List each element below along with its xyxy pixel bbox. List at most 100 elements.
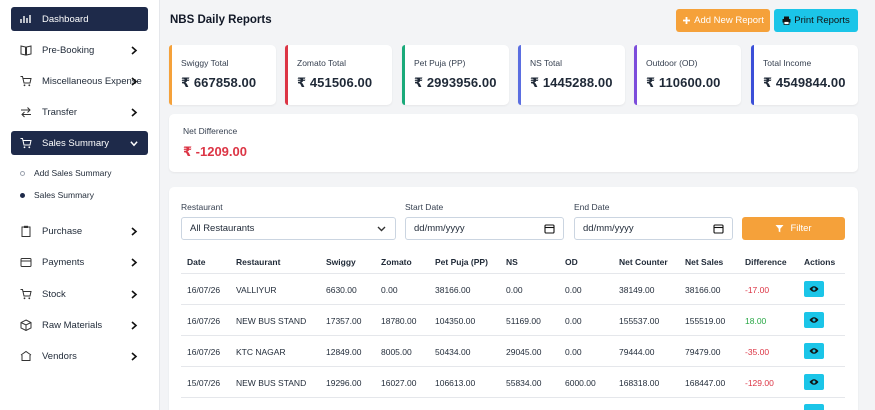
sidebar-item-vendors[interactable]: Vendors xyxy=(11,344,148,368)
sidebar-item-stock[interactable]: Stock xyxy=(11,282,148,306)
wallet-icon xyxy=(19,255,33,269)
restaurant-label: Restaurant xyxy=(181,202,223,212)
cell-date: 16/07/26 xyxy=(187,347,221,357)
column-header-swiggy[interactable]: Swiggy xyxy=(326,257,356,267)
sidebar-item-label: Payments xyxy=(42,256,85,268)
stat-label: Total Income xyxy=(763,58,812,68)
cell-zomato: 8005.00 xyxy=(381,347,412,357)
transfer-icon xyxy=(19,105,33,119)
plus-icon xyxy=(683,17,691,24)
chevron-down-icon xyxy=(376,223,388,235)
filter-label: Filter xyxy=(790,223,812,234)
cell-ns: 29045.00 xyxy=(506,347,542,357)
view-button[interactable] xyxy=(804,374,824,390)
stat-card-total-income: Total Income ₹ 4549844.00 xyxy=(751,45,858,105)
vendor-icon xyxy=(19,349,33,363)
sidebar-item-purchase[interactable]: Purchase xyxy=(11,219,148,243)
column-header-actions: Actions xyxy=(804,257,836,267)
chevron-right-icon xyxy=(129,288,139,300)
sidebar-item-label: Dashboard xyxy=(42,13,89,25)
cell-net-sales: 168447.00 xyxy=(685,378,726,388)
view-button[interactable] xyxy=(804,281,824,297)
cell-net-counter: 79444.00 xyxy=(619,347,655,357)
sidebar-item-label: Vendors xyxy=(42,350,77,362)
cell-swiggy: 17357.00 xyxy=(326,316,362,326)
print-reports-button[interactable]: Print Reports xyxy=(774,9,858,32)
sidebar-item-label: Stock xyxy=(42,288,66,300)
printer-icon xyxy=(782,16,791,25)
column-header-date[interactable]: Date xyxy=(187,257,206,267)
sub-item-sales-summary[interactable]: Sales Summary xyxy=(20,190,94,200)
cell-pet-puja: 50434.00 xyxy=(435,347,471,357)
chevron-right-icon xyxy=(129,75,139,87)
bullet-icon xyxy=(20,170,25,176)
cart-icon xyxy=(19,74,33,88)
eye-icon xyxy=(809,379,819,385)
stat-card-outdoor: Outdoor (OD) ₹ 110600.00 xyxy=(634,45,741,105)
restaurant-select-value: All Restaurants xyxy=(190,223,255,234)
cell-difference: -17.00 xyxy=(745,285,770,295)
net-difference-card: Net Difference ₹ -1209.00 xyxy=(169,114,858,172)
cell-pet-puja: 106613.00 xyxy=(435,378,476,388)
view-button[interactable] xyxy=(804,312,824,328)
sidebar-item-miscellaneous-expense[interactable]: Miscellaneous Expense xyxy=(11,69,148,93)
add-new-report-button[interactable]: Add New Report xyxy=(676,9,770,32)
column-header-pet-puja[interactable]: Pet Puja (PP) xyxy=(435,257,488,267)
chevron-right-icon xyxy=(129,44,139,56)
sidebar-item-label: Pre-Booking xyxy=(42,44,95,56)
sidebar-item-payments[interactable]: Payments xyxy=(11,250,148,274)
cell-difference: -35.00 xyxy=(745,347,770,357)
filter-button[interactable]: Filter xyxy=(742,217,845,240)
sidebar-item-sales-summary[interactable]: Sales Summary xyxy=(11,131,148,155)
stat-value: ₹ 667858.00 xyxy=(181,75,257,90)
print-reports-label: Print Reports xyxy=(794,15,850,26)
sidebar-item-dashboard[interactable]: Dashboard xyxy=(11,7,148,31)
cell-ns: 0.00 xyxy=(506,285,523,295)
cell-date: 15/07/26 xyxy=(187,378,221,388)
sidebar-item-label: Miscellaneous Expense xyxy=(42,75,142,87)
stat-card-zomato: Zomato Total ₹ 451506.00 xyxy=(285,45,392,105)
column-header-difference[interactable]: Difference xyxy=(745,257,787,267)
column-header-ns[interactable]: NS xyxy=(506,257,518,267)
column-header-net-sales[interactable]: Net Sales xyxy=(685,257,724,267)
sidebar-item-label: Purchase xyxy=(42,225,83,237)
cell-swiggy: 19296.00 xyxy=(326,378,362,388)
stat-card-swiggy: Swiggy Total ₹ 667858.00 xyxy=(169,45,276,105)
sidebar-item-label: Sales Summary xyxy=(42,137,110,149)
card-accent xyxy=(751,45,754,105)
net-difference-label: Net Difference xyxy=(183,126,238,136)
table-divider xyxy=(181,273,845,274)
sub-item-add-sales-summary[interactable]: Add Sales Summary xyxy=(20,168,111,178)
view-button[interactable] xyxy=(804,343,824,359)
calendar-icon[interactable] xyxy=(713,223,725,235)
cell-restaurant: KTC NAGAR xyxy=(236,347,286,357)
calendar-icon[interactable] xyxy=(544,223,556,235)
cell-od: 0.00 xyxy=(565,285,582,295)
sidebar: Dashboard Pre-Booking Miscellaneous Expe… xyxy=(0,0,160,410)
restaurant-select[interactable]: All Restaurants xyxy=(181,217,396,240)
table-divider xyxy=(181,366,845,367)
end-date-placeholder: dd/mm/yyyy xyxy=(583,223,634,234)
start-date-input[interactable]: dd/mm/yyyy xyxy=(405,217,564,240)
cell-od: 0.00 xyxy=(565,347,582,357)
cell-zomato: 16027.00 xyxy=(381,378,417,388)
cell-zomato: 0.00 xyxy=(381,285,398,295)
cell-od: 6000.00 xyxy=(565,378,596,388)
column-header-od[interactable]: OD xyxy=(565,257,578,267)
stat-card-pet-puja: Pet Puja (PP) ₹ 2993956.00 xyxy=(402,45,509,105)
stat-label: Zomato Total xyxy=(297,58,346,68)
sidebar-item-raw-materials[interactable]: Raw Materials xyxy=(11,313,148,337)
sidebar-item-transfer[interactable]: Transfer xyxy=(11,100,148,124)
end-date-input[interactable]: dd/mm/yyyy xyxy=(574,217,733,240)
cell-date: 16/07/26 xyxy=(187,316,221,326)
cell-net-sales: 38166.00 xyxy=(685,285,721,295)
column-header-restaurant[interactable]: Restaurant xyxy=(236,257,281,267)
cart-icon xyxy=(19,287,33,301)
column-header-zomato[interactable]: Zomato xyxy=(381,257,412,267)
sidebar-item-pre-booking[interactable]: Pre-Booking xyxy=(11,38,148,62)
stat-label: Pet Puja (PP) xyxy=(414,58,466,68)
cell-difference: -129.00 xyxy=(745,378,774,388)
view-button[interactable] xyxy=(804,404,824,410)
stat-value: ₹ 2993956.00 xyxy=(414,75,497,90)
column-header-net-counter[interactable]: Net Counter xyxy=(619,257,668,267)
